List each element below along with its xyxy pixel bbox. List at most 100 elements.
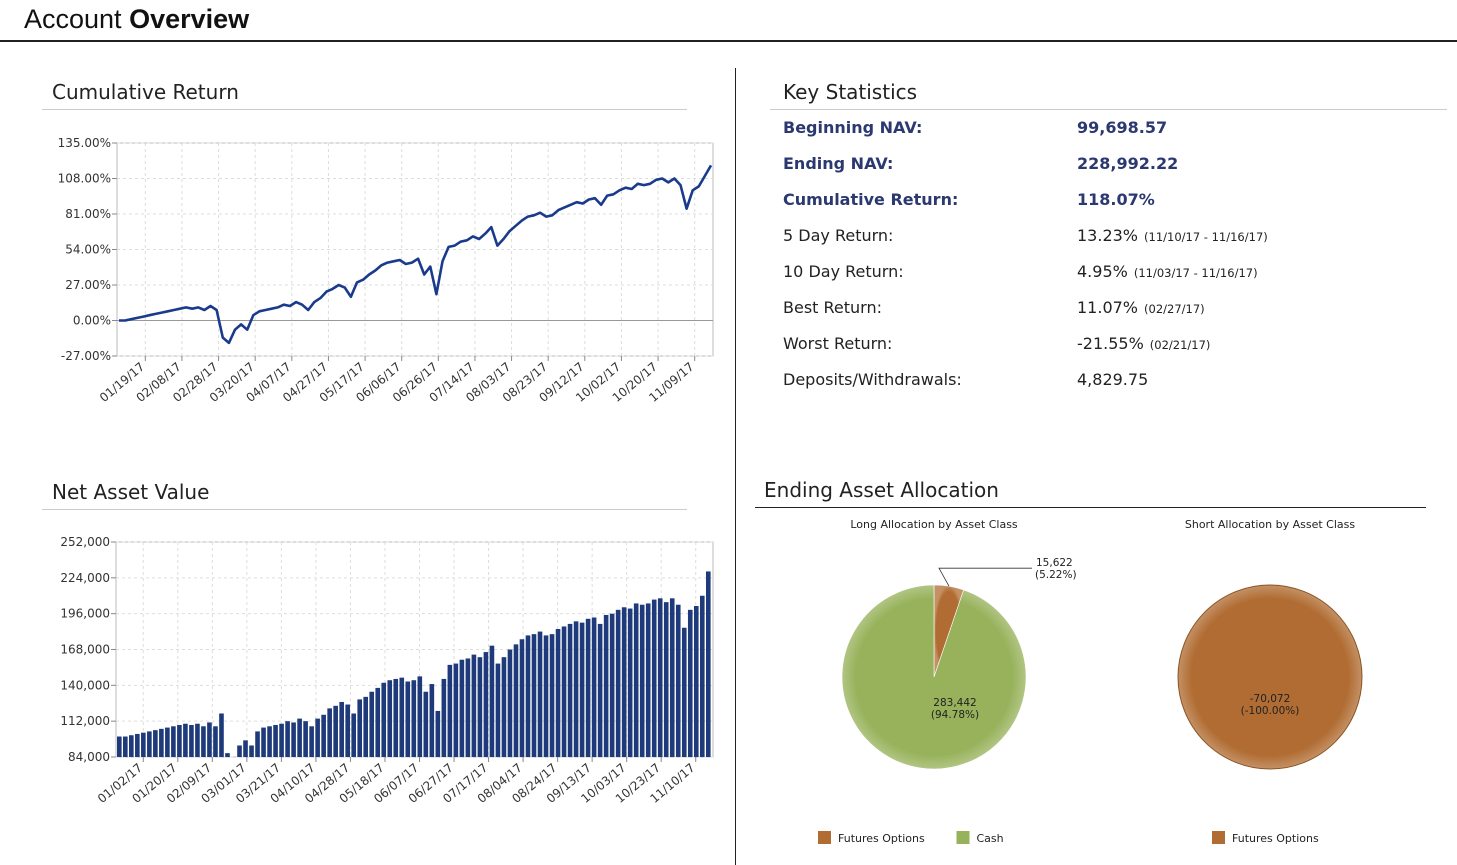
pie-slice-value-label: 15,622 bbox=[1036, 557, 1073, 569]
net-asset-value-bar bbox=[405, 681, 411, 757]
net-asset-value-bar bbox=[279, 723, 284, 757]
stats-value: -21.55% (02/21/17) bbox=[1077, 334, 1210, 353]
pie-slice-value-label: -70,072 bbox=[1250, 693, 1291, 705]
net-asset-value-bar bbox=[417, 676, 423, 758]
net-asset-value-bar bbox=[537, 631, 543, 757]
pie-legend-label: Futures Options bbox=[838, 832, 925, 845]
net-asset-value-bar bbox=[687, 609, 693, 757]
net-asset-value-bar bbox=[603, 614, 609, 757]
net-asset-value-bar bbox=[639, 604, 645, 757]
net-asset-value-bar bbox=[339, 701, 344, 757]
net-asset-value-bar bbox=[507, 649, 513, 757]
page-title-light: Account bbox=[24, 4, 122, 34]
net-asset-value-bar bbox=[261, 727, 266, 757]
net-asset-value-bar bbox=[135, 733, 140, 757]
pie-slice-percent-label: (94.78%) bbox=[931, 709, 979, 721]
stats-date-note: (11/03/17 - 11/16/17) bbox=[1133, 266, 1258, 280]
cumulative-return-y-tick-label: 135.00% bbox=[58, 136, 111, 150]
stats-date-note: (02/21/17) bbox=[1149, 338, 1211, 352]
net-asset-value-bar bbox=[129, 735, 134, 757]
stats-row: Best Return: 11.07% (02/27/17) bbox=[783, 298, 1433, 326]
net-asset-value-bar bbox=[573, 621, 579, 757]
pie-chart-title: Long Allocation by Asset Class bbox=[850, 518, 1018, 531]
net-asset-value-bar bbox=[657, 598, 663, 757]
stats-label: 5 Day Return: bbox=[783, 226, 894, 245]
asset-allocation-rule bbox=[755, 507, 1426, 508]
pie-slice-percent-label: (-100.00%) bbox=[1241, 705, 1300, 717]
stats-value: 118.07% bbox=[1077, 190, 1155, 209]
net-asset-value-bar bbox=[219, 713, 224, 757]
net-asset-value-bar bbox=[117, 736, 122, 757]
net-asset-value-bar bbox=[429, 684, 435, 757]
net-asset-value-bar bbox=[297, 718, 302, 757]
stats-value: 11.07% (02/27/17) bbox=[1077, 298, 1205, 317]
net-asset-value-bar bbox=[693, 605, 699, 757]
stats-label: Beginning NAV: bbox=[783, 118, 923, 137]
net-asset-value-bar bbox=[285, 721, 290, 757]
pie-legend-swatch bbox=[818, 831, 831, 844]
cumulative-return-y-tick-label: 54.00% bbox=[65, 243, 111, 257]
net-asset-value-y-tick-label: 224,000 bbox=[60, 571, 110, 585]
net-asset-value-bar bbox=[453, 663, 459, 757]
stats-row: Deposits/Withdrawals: 4,829.75 bbox=[783, 370, 1433, 398]
net-asset-value-bar bbox=[543, 635, 549, 757]
net-asset-value-bar bbox=[441, 678, 447, 757]
net-asset-value-bar bbox=[249, 745, 254, 757]
stats-value: 99,698.57 bbox=[1077, 118, 1167, 137]
net-asset-value-bar bbox=[177, 725, 182, 757]
net-asset-value-bar bbox=[549, 634, 555, 757]
cumulative-return-y-tick-label: 0.00% bbox=[73, 314, 111, 328]
net-asset-value-bar bbox=[171, 726, 176, 757]
net-asset-value-bar bbox=[189, 725, 194, 757]
net-asset-value-y-tick-label: 196,000 bbox=[60, 607, 110, 621]
net-asset-value-bar bbox=[483, 652, 489, 757]
net-asset-value-bar bbox=[123, 736, 128, 757]
cumulative-return-rule bbox=[42, 109, 687, 110]
pie-slice bbox=[841, 584, 1027, 770]
net-asset-value-bar bbox=[237, 745, 242, 757]
net-asset-value-bar bbox=[201, 726, 206, 757]
net-asset-value-bar bbox=[141, 732, 146, 757]
stats-date-note: (11/10/17 - 11/16/17) bbox=[1144, 230, 1268, 244]
stats-value-text: -21.55% bbox=[1077, 334, 1144, 353]
stats-value-text: 228,992.22 bbox=[1077, 154, 1179, 173]
stats-row: Beginning NAV: 99,698.57 bbox=[783, 118, 1433, 146]
net-asset-value-bar bbox=[567, 623, 573, 757]
net-asset-value-bar bbox=[699, 595, 705, 757]
net-asset-value-bar bbox=[351, 713, 356, 757]
stats-value-text: 118.07% bbox=[1077, 190, 1155, 209]
net-asset-value-bar bbox=[681, 627, 687, 757]
net-asset-value-bar bbox=[609, 613, 615, 757]
net-asset-value-bar bbox=[255, 731, 260, 757]
net-asset-value-bar bbox=[645, 603, 651, 757]
net-asset-value-bar bbox=[705, 571, 711, 757]
net-asset-value-bar bbox=[585, 618, 591, 757]
net-asset-value-y-tick-label: 252,000 bbox=[60, 535, 110, 549]
cumulative-return-y-tick-label: 81.00% bbox=[65, 207, 111, 221]
net-asset-value-bar bbox=[465, 658, 471, 757]
net-asset-value-bar bbox=[291, 722, 296, 757]
net-asset-value-bar bbox=[393, 678, 399, 757]
net-asset-value-bar bbox=[621, 607, 627, 757]
column-divider bbox=[735, 68, 736, 865]
page-title: Account Overview bbox=[24, 4, 249, 35]
net-asset-value-bar bbox=[303, 721, 308, 757]
stats-value: 4,829.75 bbox=[1077, 370, 1148, 389]
stats-row: 10 Day Return: 4.95% (11/03/17 - 11/16/17) bbox=[783, 262, 1433, 290]
net-asset-value-bar bbox=[495, 663, 501, 757]
net-asset-value-bar bbox=[147, 731, 152, 757]
cumulative-return-y-tick-label: 27.00% bbox=[65, 278, 111, 292]
net-asset-value-bar bbox=[309, 726, 314, 757]
net-asset-value-bar bbox=[651, 599, 657, 757]
net-asset-value-bar bbox=[183, 723, 188, 757]
net-asset-value-bar bbox=[555, 629, 561, 757]
stats-row: 5 Day Return: 13.23% (11/10/17 - 11/16/17) bbox=[783, 226, 1433, 254]
net-asset-value-bar bbox=[399, 677, 405, 757]
stats-date-note: (02/27/17) bbox=[1144, 302, 1205, 316]
stats-label: Deposits/Withdrawals: bbox=[783, 370, 962, 389]
net-asset-value-bar bbox=[501, 657, 507, 757]
cumulative-return-heading: Cumulative Return bbox=[52, 80, 239, 104]
title-divider bbox=[0, 40, 1457, 42]
stats-value-text: 99,698.57 bbox=[1077, 118, 1168, 137]
